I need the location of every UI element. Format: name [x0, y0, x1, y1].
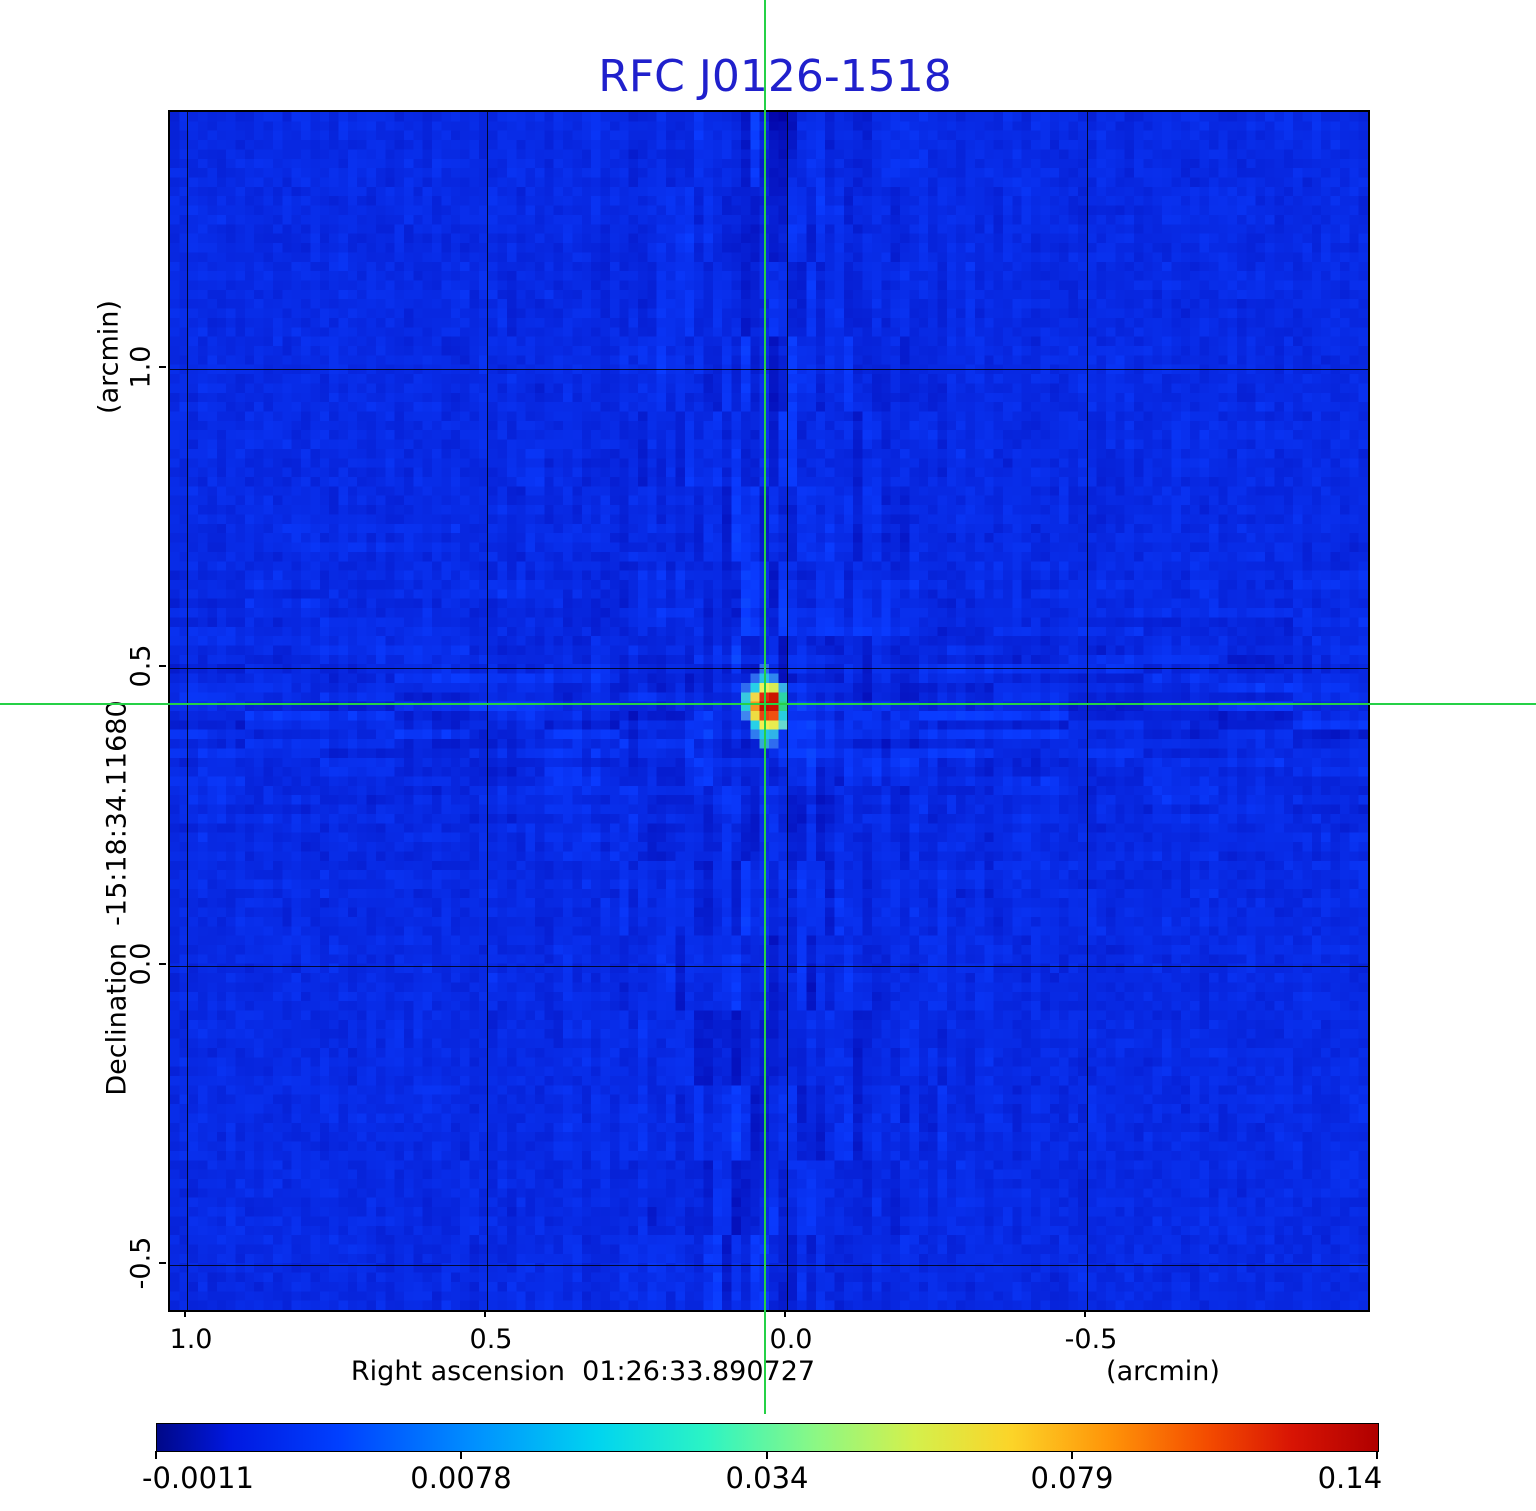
- sky-map-plot: [168, 110, 1370, 1312]
- x-gridline: [187, 112, 188, 1310]
- colorbar-tick-label: 0.079: [1030, 1461, 1114, 1495]
- x-tick-mark: [184, 1310, 186, 1317]
- crosshair-vertical-line: [764, 0, 766, 1414]
- sky-map-canvas: [170, 112, 1368, 1310]
- colorbar-tick-mark: [155, 1451, 157, 1459]
- colorbar-tick-mark: [1071, 1451, 1073, 1459]
- x-tick-label: 0.0: [769, 1324, 813, 1355]
- x-gridline: [487, 112, 488, 1310]
- y-tick-mark: [159, 963, 166, 965]
- x-tick-label: 1.0: [169, 1324, 213, 1355]
- y-tick-mark: [159, 366, 166, 368]
- y-gridline: [170, 1265, 1368, 1266]
- colorbar-tick-label: 0.14: [1317, 1461, 1383, 1495]
- y-gridline: [170, 668, 1368, 669]
- colorbar-tick-mark: [460, 1451, 462, 1459]
- crosshair-horizontal-line: [0, 703, 1536, 705]
- x-axis-label: Right ascension 01:26:33.890727: [350, 1356, 816, 1387]
- x-tick-mark: [484, 1310, 486, 1317]
- x-tick-label: -0.5: [1064, 1324, 1118, 1355]
- y-tick-label: -0.5: [125, 1236, 157, 1290]
- page-title: RFC J0126-1518: [598, 51, 952, 102]
- colorbar: [156, 1423, 1379, 1452]
- y-axis-unit-label: (arcmin): [93, 300, 125, 414]
- x-tick-label: 0.5: [469, 1324, 513, 1355]
- y-tick-mark: [159, 665, 166, 667]
- colorbar-tick-label: 0.0078: [410, 1461, 512, 1495]
- y-gridline: [170, 966, 1368, 967]
- x-gridline: [787, 112, 788, 1310]
- colorbar-tick-mark: [1376, 1451, 1378, 1459]
- x-axis-unit-label: (arcmin): [1106, 1356, 1220, 1387]
- x-tick-mark: [784, 1310, 786, 1317]
- colorbar-tick-mark: [766, 1451, 768, 1459]
- colorbar-tick-label: -0.0011: [142, 1461, 254, 1495]
- y-tick-label: 0.5: [125, 644, 157, 688]
- y-tick-label: 0.0: [125, 942, 157, 986]
- y-tick-label: 1.0: [125, 345, 157, 389]
- y-axis-label: Declination -15:18:34.11680: [101, 700, 133, 1096]
- y-gridline: [170, 369, 1368, 370]
- y-tick-mark: [159, 1262, 166, 1264]
- x-gridline: [1087, 112, 1088, 1310]
- x-tick-mark: [1084, 1310, 1086, 1317]
- colorbar-tick-label: 0.034: [725, 1461, 809, 1495]
